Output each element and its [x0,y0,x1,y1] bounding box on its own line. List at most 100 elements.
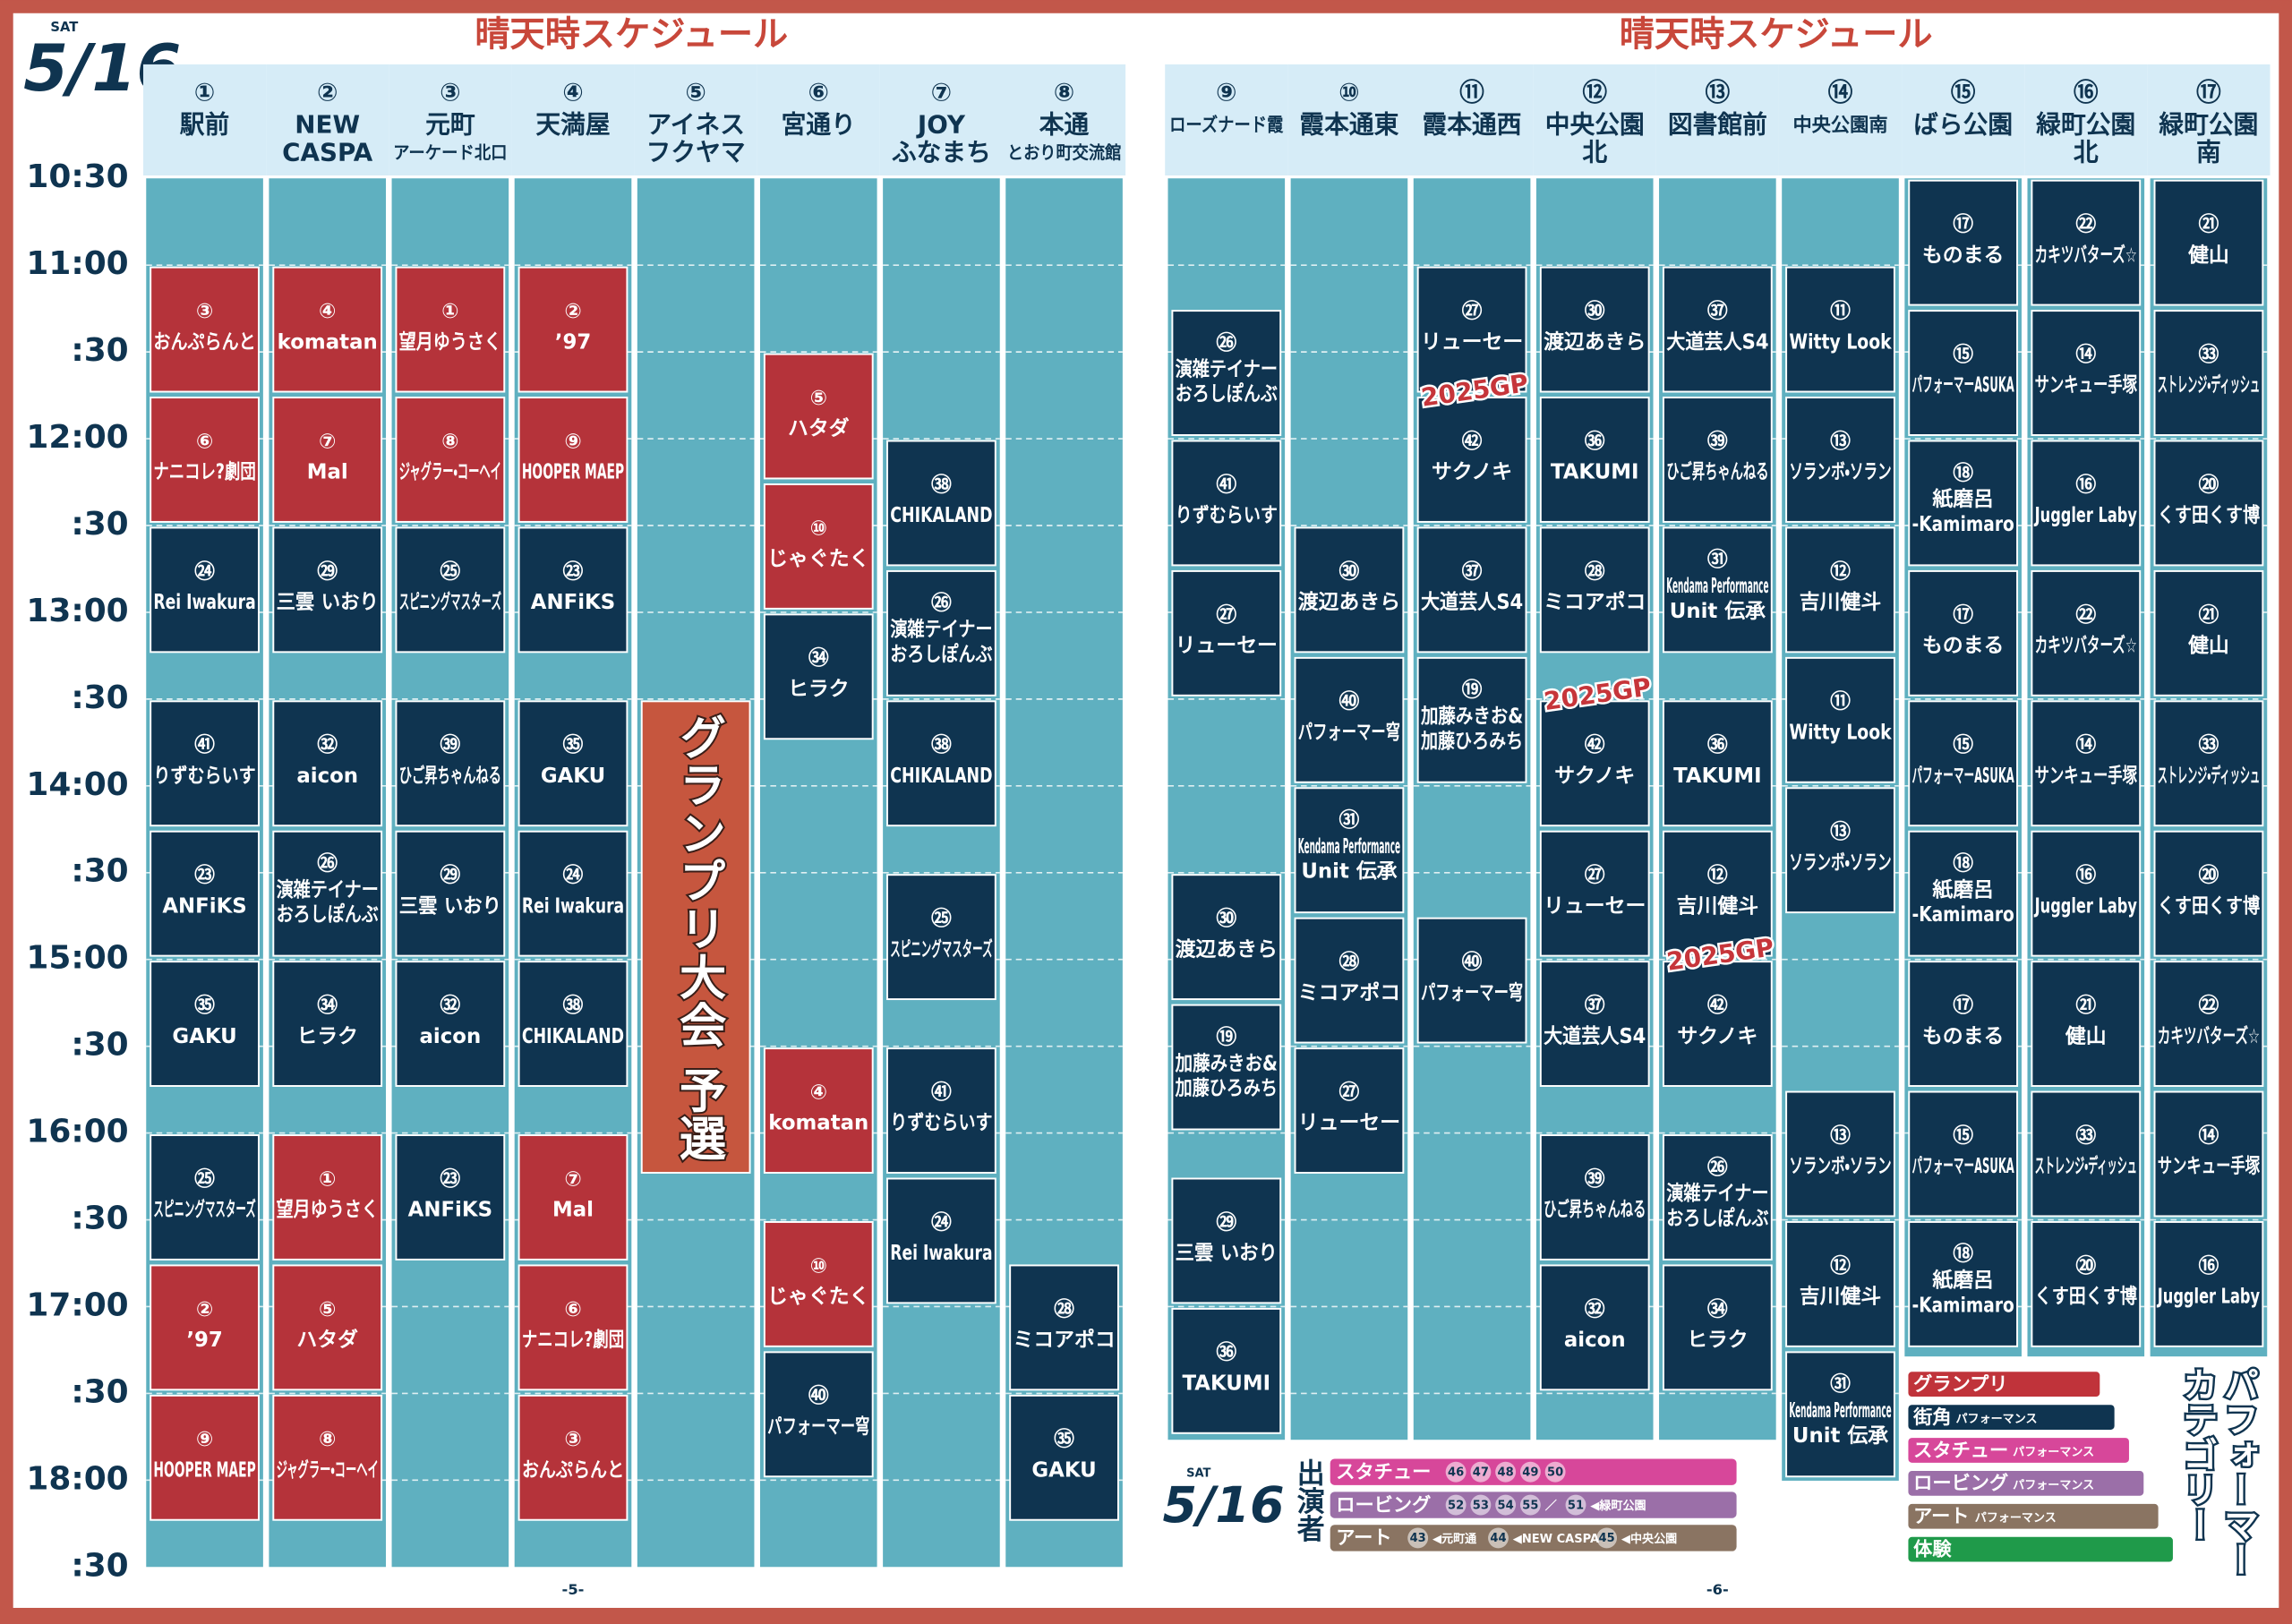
column-name: JOY [916,109,966,139]
event-name: ソランボ・ソラン [1789,1155,1891,1178]
event-name: ジャグラー・コーヘイ [277,1457,379,1482]
event-name: 演雑テイナー [1666,1182,1768,1206]
event-number: ㉔ [931,1210,952,1235]
event-number: ㉘ [1585,560,1605,584]
event-block [1662,1134,1773,1261]
event-name: 紙磨呂 [1932,877,1994,902]
performer-number-bg [1596,1527,1618,1549]
event-number: ㊶ [194,733,215,757]
event-block [517,526,629,654]
event-name: 望月ゆうさく [399,330,501,354]
event-block [1908,310,2019,436]
event-name: パフォーマー穹 [1421,981,1523,1004]
time-label: 13:00 [26,593,128,629]
time-label: 16:00 [26,1114,128,1150]
event-name: 加藤みきお& [1175,1052,1278,1075]
column-number: ⑪ [1459,78,1484,107]
event-name: おろしぽんぶ [890,642,992,666]
performer-number: 48 [1498,1466,1514,1479]
event-number: ㉕ [440,560,460,584]
event-block [1539,1134,1650,1261]
event-number: ㉛ [1830,1372,1851,1397]
performer-number: 52 [1448,1499,1464,1512]
event-name: ナニコレ?劇団 [522,1329,624,1352]
legend-label: 体験 [1913,1538,1952,1560]
event-name: パフォーマー穹 [1298,721,1400,744]
event-name: ひご昇ちゃんねる [1666,460,1768,484]
performers-date: 5/16 [1162,1476,1284,1534]
column-name: ローズナード霞 [1169,113,1284,136]
event-block [1171,440,1282,567]
performer-number-bg [1544,1461,1566,1483]
event-block [640,700,751,1174]
performer-note: ◀中央公園 [1621,1532,1677,1546]
column-header [266,64,389,175]
column-name: NEW [295,109,360,139]
performers-day: SAT [1186,1466,1210,1480]
legend-sub: パフォーマンス [2013,1446,2094,1459]
event-name: グランプリ大会 予選 [671,713,726,1161]
event-name: GAKU [172,1025,236,1048]
event-block [517,397,629,523]
date-day: SAT [50,20,78,35]
event-block [150,1394,260,1521]
performer-number-bg [1495,1494,1517,1516]
event-block [763,1047,874,1174]
event-number: ㉓ [563,560,584,584]
column-header [634,64,757,175]
event-number: ㉒ [2075,212,2096,236]
event-number: ㉑ [2075,993,2096,1017]
event-name: パフォーマーASUKA [1912,1155,2014,1178]
event-name: Juggler Laby [2033,504,2137,527]
event-number: ㉓ [194,863,215,887]
column-number: ⑮ [1951,78,1976,107]
event-number: ⑰ [1953,603,1973,627]
event-block [1171,874,1282,1001]
event-number: ㊱ [1707,733,1728,757]
column-header [879,64,1003,175]
event-number: ⑪ [1830,299,1851,323]
event-number: ㊴ [440,733,460,757]
event-number: ⑥ [196,430,213,453]
column-header [389,64,512,175]
event-number: ④ [810,1081,827,1104]
event-number: ㉚ [1216,907,1236,931]
event-name: Rei Iwakura [153,591,255,614]
event-block [763,1220,874,1347]
event-name: ミコアポコ [1013,1328,1115,1352]
column-number: ④ [562,78,584,107]
event-number: ㊵ [1462,950,1483,974]
event-name: ’97 [555,330,591,354]
column-header [1410,64,1534,175]
event-name: ハタダ [788,416,850,440]
column-header [1165,64,1288,175]
event-number: ㊷ [1585,733,1605,757]
event-name: 演雑テイナー [890,618,992,642]
event-number: ⑤ [810,387,827,410]
event-block [1416,266,1527,393]
event-number: ㉒ [2075,603,2096,627]
event-number: ㉗ [1216,603,1236,627]
event-name: Mal [307,461,348,484]
event-number: ⑤ [319,1298,336,1321]
event-name: Rei Iwakura [890,1242,992,1265]
time-label: :30 [71,506,128,543]
event-number: ⑬ [1830,1124,1851,1148]
event-name: カキツバターズ☆ [2035,243,2137,267]
performer-number-bg [1488,1527,1509,1549]
event-number: ⑦ [319,430,336,453]
column-header [1902,64,2025,175]
event-number: ⑬ [1830,429,1851,453]
event-block [1785,1090,1895,1218]
event-block [517,266,629,393]
event-block [1662,830,1773,957]
performer-note: ◀元町通 [1432,1533,1477,1546]
event-name: HOOPER MAEP [522,461,624,484]
event-number: ④ [319,300,336,323]
event-block [517,830,629,957]
event-block [272,397,383,523]
event-name: ミコアポコ [1298,980,1400,1004]
event-block [1294,787,1405,914]
event-number: ㉟ [1054,1427,1074,1451]
